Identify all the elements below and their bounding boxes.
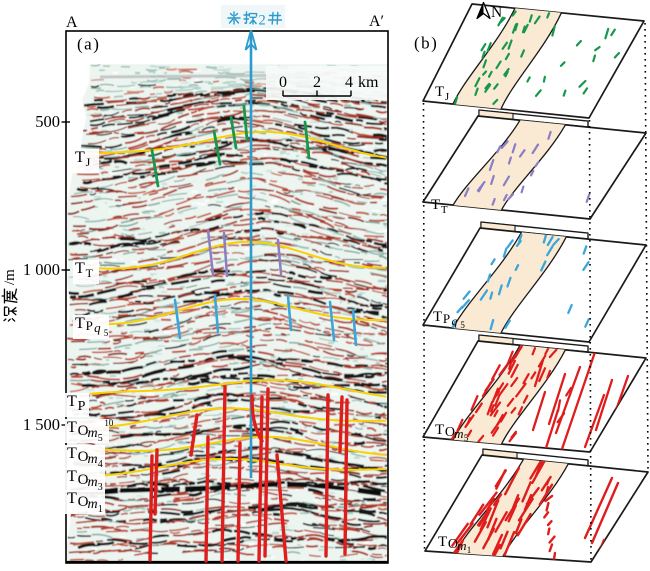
svg-text:O: O (448, 537, 458, 552)
svg-text:T: T (67, 419, 77, 436)
svg-text:m: m (88, 475, 98, 490)
svg-text:T: T (75, 260, 85, 277)
svg-text:3: 3 (98, 482, 103, 493)
svg-text:T: T (431, 197, 440, 213)
svg-text:m: m (88, 497, 98, 512)
svg-text:0: 0 (279, 74, 287, 91)
svg-text:N: N (491, 4, 502, 21)
svg-text:5: 5 (104, 328, 109, 338)
svg-text:4: 4 (345, 74, 353, 91)
svg-text:T: T (67, 445, 77, 462)
svg-text:T: T (438, 534, 447, 550)
svg-text:500: 500 (35, 112, 60, 131)
svg-text:P: P (443, 311, 450, 326)
svg-text:4: 4 (98, 459, 103, 470)
svg-text:5: 5 (98, 433, 103, 444)
svg-text:T: T (433, 309, 442, 325)
svg-text:T: T (67, 490, 77, 507)
svg-text:P: P (86, 318, 93, 333)
svg-text:5: 5 (460, 320, 465, 330)
svg-text:5: 5 (464, 433, 469, 443)
svg-text:T: T (67, 468, 77, 485)
svg-text:O: O (78, 494, 89, 510)
svg-text:1 000: 1 000 (23, 260, 60, 279)
svg-text:1: 1 (467, 545, 472, 555)
svg-text:O: O (78, 472, 89, 488)
svg-text:m: m (457, 538, 466, 553)
svg-text:1 500: 1 500 (23, 415, 60, 434)
svg-text:/m: /m (2, 269, 18, 285)
svg-text:T: T (67, 393, 77, 410)
svg-text:J: J (86, 155, 91, 169)
svg-text:q: q (452, 314, 458, 328)
svg-text:km: km (358, 74, 379, 91)
svg-text:T: T (86, 266, 94, 280)
svg-text:2: 2 (313, 74, 321, 91)
svg-text:(a): (a) (77, 35, 100, 54)
svg-text:O: O (78, 449, 89, 465)
svg-text:P: P (78, 399, 86, 414)
svg-text:O: O (445, 425, 455, 440)
svg-text:O: O (78, 423, 89, 439)
svg-text:T: T (435, 422, 444, 438)
svg-text:m: m (88, 452, 98, 467)
svg-text:T: T (441, 204, 448, 216)
svg-text:q: q (94, 320, 101, 335)
svg-text:A: A (66, 14, 78, 31)
svg-text:A′: A′ (369, 13, 384, 30)
svg-text:m: m (88, 426, 98, 441)
svg-text:(b): (b) (414, 34, 438, 53)
svg-text:T: T (75, 149, 85, 166)
svg-text:m: m (454, 426, 463, 441)
svg-text:T: T (435, 84, 444, 100)
svg-text:J: J (445, 91, 450, 103)
svg-text:1: 1 (98, 504, 103, 515)
svg-text:2: 2 (259, 13, 266, 29)
svg-text:T: T (75, 315, 85, 332)
svg-text:10: 10 (104, 418, 114, 428)
